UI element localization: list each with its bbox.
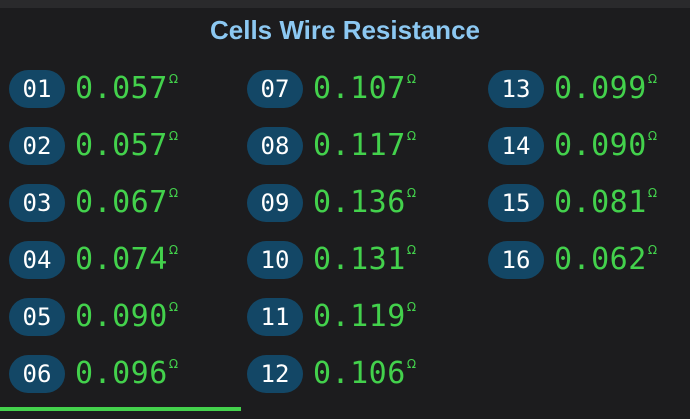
cell-number-badge: 08 [247, 127, 303, 165]
cell-number-badge: 16 [488, 241, 544, 279]
cell-resistance-value: 0.119 [313, 299, 406, 334]
cell-04: 04 0.074 Ω [9, 241, 178, 279]
cell-resistance-value: 0.074 [75, 242, 168, 277]
top-strip [0, 0, 690, 8]
cell-05: 05 0.090 Ω [9, 298, 178, 336]
ohm-unit: Ω [168, 129, 178, 143]
cell-16: 16 0.062 Ω [488, 241, 657, 279]
cell-03: 03 0.067 Ω [9, 184, 178, 222]
cell-12: 12 0.106 Ω [247, 355, 416, 393]
cell-01: 01 0.057 Ω [9, 70, 178, 108]
cell-resistance-value: 0.057 [75, 128, 168, 163]
cell-resistance-value: 0.106 [313, 356, 406, 391]
cell-resistance-value: 0.136 [313, 185, 406, 220]
cell-resistance-value: 0.081 [554, 185, 647, 220]
page-title: Cells Wire Resistance [209, 15, 480, 45]
cell-resistance-value: 0.099 [554, 71, 647, 106]
cell-number-badge: 03 [9, 184, 65, 222]
cell-number-badge: 01 [9, 70, 65, 108]
cell-10: 10 0.131 Ω [247, 241, 416, 279]
cell-07: 07 0.107 Ω [247, 70, 416, 108]
cell-08: 08 0.117 Ω [247, 127, 416, 165]
ohm-unit: Ω [406, 357, 416, 371]
cell-resistance-value: 0.057 [75, 71, 168, 106]
ohm-unit: Ω [647, 243, 657, 257]
ohm-unit: Ω [406, 243, 416, 257]
cell-number-badge: 07 [247, 70, 303, 108]
cell-resistance-value: 0.090 [75, 299, 168, 334]
cell-number-badge: 12 [247, 355, 303, 393]
cell-number-badge: 05 [9, 298, 65, 336]
ohm-unit: Ω [406, 72, 416, 86]
cell-resistance-value: 0.090 [554, 128, 647, 163]
cell-resistance-value: 0.117 [313, 128, 406, 163]
cell-number-badge: 06 [9, 355, 65, 393]
cell-number-badge: 09 [247, 184, 303, 222]
page-indicator-bar [0, 407, 241, 411]
ohm-unit: Ω [168, 243, 178, 257]
cell-number-badge: 11 [247, 298, 303, 336]
cell-resistance-value: 0.067 [75, 185, 168, 220]
ohm-unit: Ω [406, 300, 416, 314]
ohm-unit: Ω [168, 357, 178, 371]
ohm-unit: Ω [647, 129, 657, 143]
ohm-unit: Ω [647, 72, 657, 86]
cell-resistance-value: 0.096 [75, 356, 168, 391]
cell-13: 13 0.099 Ω [488, 70, 657, 108]
cell-number-badge: 14 [488, 127, 544, 165]
ohm-unit: Ω [168, 300, 178, 314]
cell-09: 09 0.136 Ω [247, 184, 416, 222]
ohm-unit: Ω [168, 186, 178, 200]
cell-resistance-value: 0.131 [313, 242, 406, 277]
cell-resistance-value: 0.062 [554, 242, 647, 277]
ohm-unit: Ω [168, 72, 178, 86]
cell-11: 11 0.119 Ω [247, 298, 416, 336]
cell-14: 14 0.090 Ω [488, 127, 657, 165]
cell-02: 02 0.057 Ω [9, 127, 178, 165]
cell-06: 06 0.096 Ω [9, 355, 178, 393]
ohm-unit: Ω [647, 186, 657, 200]
cell-15: 15 0.081 Ω [488, 184, 657, 222]
cell-resistance-value: 0.107 [313, 71, 406, 106]
ohm-unit: Ω [406, 129, 416, 143]
ohm-unit: Ω [406, 186, 416, 200]
cell-number-badge: 15 [488, 184, 544, 222]
cell-number-badge: 04 [9, 241, 65, 279]
cell-number-badge: 13 [488, 70, 544, 108]
cell-number-badge: 10 [247, 241, 303, 279]
cell-number-badge: 02 [9, 127, 65, 165]
